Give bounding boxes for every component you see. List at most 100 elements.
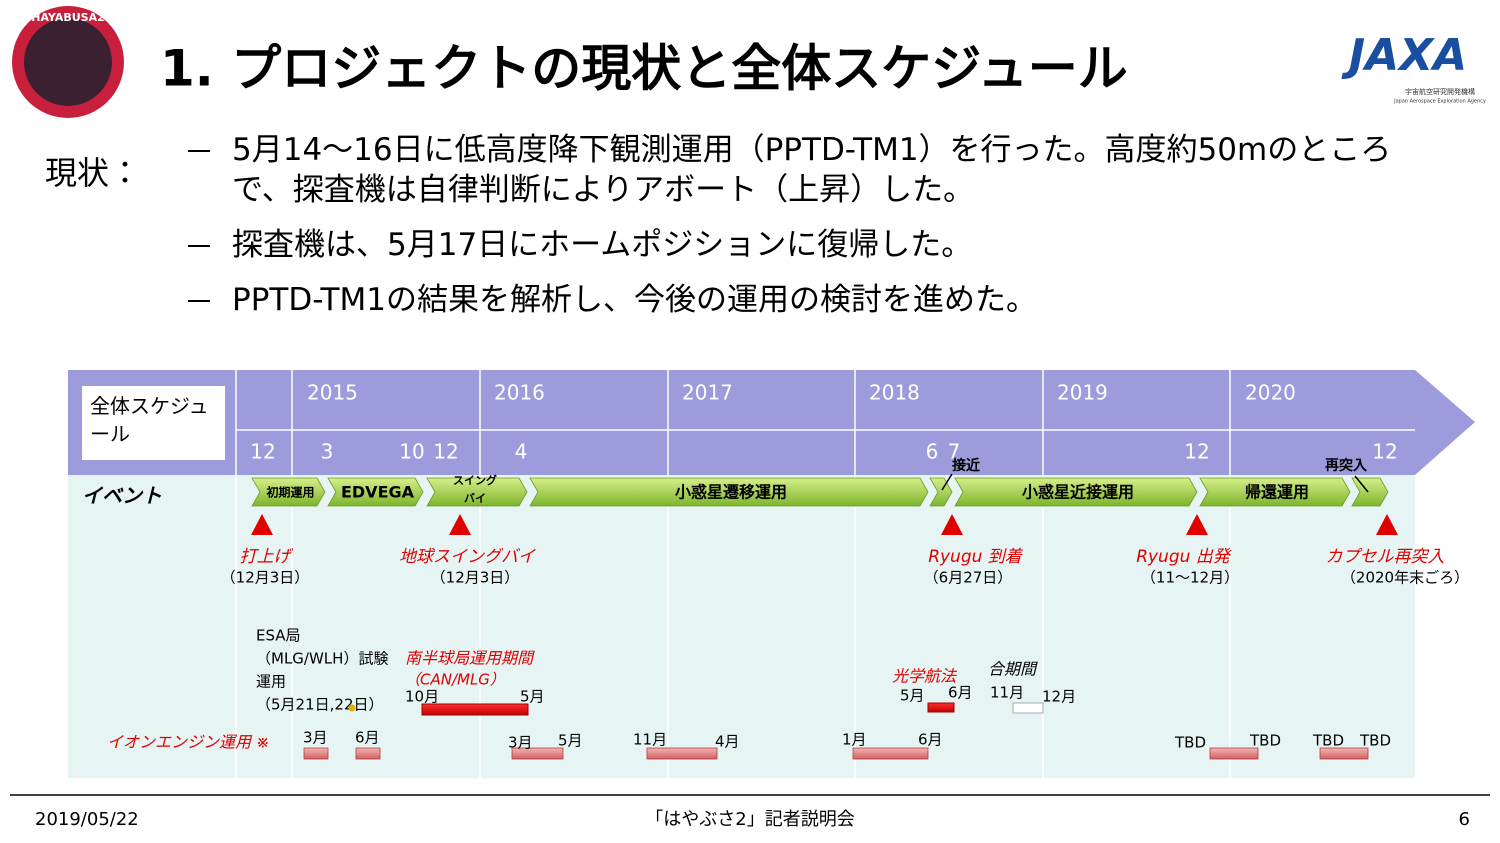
milestone-date: （12月3日） <box>221 569 310 587</box>
footer-date: 2019/05/22 <box>35 809 139 830</box>
phase-arrow <box>529 477 929 507</box>
schedule-label-wrap: 全体スケジュール <box>90 394 209 446</box>
optical-bar <box>927 702 955 713</box>
southern-end: 5月 <box>520 688 545 706</box>
ion-end: TBD <box>1249 732 1281 750</box>
conjunction-start: 11月 <box>990 684 1024 702</box>
ion-bar <box>1209 747 1259 760</box>
ion-end: 5月 <box>558 732 583 750</box>
bullet-text: 5月14～16日に低高度降下観測運用（PPTD-TM1）を行った。高度約50mの… <box>232 132 1392 208</box>
esa-note: （MLG/WLH）試験 <box>256 650 388 668</box>
southern-start: 10月 <box>405 688 439 706</box>
status-bullet: PPTD-TM1の結果を解析し、今後の運用の検討を進めた。 <box>188 280 1432 320</box>
optical-end: 6月 <box>948 684 973 702</box>
conjunction-name: 合期間 <box>988 660 1038 679</box>
month-label: 4 <box>515 440 528 464</box>
phase-label: 帰還運用 <box>1245 483 1309 502</box>
milestone-date: （12月3日） <box>431 569 520 587</box>
timeline: 2015 2016 2017 2018 2019 2020 12 3 10 12 4 6 7 12 12 初期… <box>107 370 1469 778</box>
year-label: 2018 <box>869 381 920 405</box>
phase-label: バイ <box>464 492 486 505</box>
phase-label: 小惑星遷移運用 <box>675 483 787 502</box>
milestone-date: （6月27日） <box>924 569 1013 587</box>
milestone-name: Ryugu 出発 <box>1136 547 1232 567</box>
status-bullets: 5月14～16日に低高度降下観測運用（PPTD-TM1）を行った。高度約50mの… <box>188 130 1432 335</box>
month-label: 12 <box>1372 440 1397 464</box>
milestone-name: 打上げ <box>240 547 294 567</box>
phase-label: 初期運用 <box>265 485 314 500</box>
ion-bar <box>646 747 718 760</box>
milestone-marker <box>1186 514 1208 535</box>
annotation: 再突入 <box>1325 457 1367 474</box>
phase-label: スイング <box>453 473 497 487</box>
ion-bar <box>303 747 329 760</box>
ion-start: 1月 <box>842 731 867 749</box>
timeline-header <box>68 370 1475 475</box>
ion-start: 6月 <box>355 729 380 747</box>
bullet-dash <box>188 245 210 247</box>
agency-logo: JAXA <box>1341 30 1467 81</box>
esa-note: ESA局 <box>256 627 301 645</box>
esa-note: 運用 <box>256 673 286 691</box>
phase-label: EDVEGA <box>341 483 415 502</box>
annotation-line <box>1354 475 1369 493</box>
phase-arrow <box>929 477 953 507</box>
milestone-name: カプセル再突入 <box>1326 547 1445 567</box>
phase-arrow <box>426 477 528 507</box>
status-label: 現状： <box>45 154 142 192</box>
ion-bar <box>852 747 929 760</box>
southern-bar <box>421 703 529 716</box>
esa-dot <box>348 704 356 712</box>
agency-name-en: Japan Aerospace Exploration Agency <box>1393 99 1486 105</box>
phase-label: 小惑星近接運用 <box>1022 483 1134 502</box>
optical-name: 光学航法 <box>892 667 958 686</box>
month-label: 3 <box>321 440 334 464</box>
ion-start: TBD <box>1174 734 1206 752</box>
ion-end: 4月 <box>715 733 740 751</box>
ion-bar <box>511 747 564 760</box>
bullet-text: PPTD-TM1の結果を解析し、今後の運用の検討を進めた。 <box>232 282 1037 318</box>
milestone-date: （11～12月） <box>1141 569 1239 587</box>
milestone-name: 地球スイングバイ <box>399 547 536 567</box>
ion-start: 3月 <box>508 734 533 752</box>
bullet-dash <box>188 300 210 302</box>
month-label: 10 <box>399 440 424 464</box>
status-bullet: 5月14～16日に低高度降下観測運用（PPTD-TM1）を行った。高度約50mの… <box>188 130 1432 210</box>
year-label: 2017 <box>682 381 733 405</box>
mission-logo-inner <box>24 18 112 106</box>
bullet-dash <box>188 150 210 152</box>
status-bullet: 探査機は、5月17日にホームポジションに復帰した。 <box>188 225 1432 265</box>
phase-arrow <box>327 477 424 507</box>
month-label: 12 <box>250 440 275 464</box>
annotation-line <box>941 473 953 491</box>
events-label: イベント <box>82 484 162 508</box>
milestone-name: Ryugu 到着 <box>928 547 1024 567</box>
ion-bar <box>355 747 381 760</box>
milestone-marker <box>1376 514 1398 535</box>
title: 1. プロジェクトの現状と全体スケジュール <box>160 40 1128 98</box>
ion-start: TBD <box>1312 732 1344 750</box>
conjunction-end: 12月 <box>1042 688 1076 706</box>
phase-arrow <box>1199 477 1351 507</box>
bullet-text: 探査機は、5月17日にホームポジションに復帰した。 <box>232 227 973 263</box>
month-label: 12 <box>433 440 458 464</box>
optical-start: 5月 <box>900 687 925 705</box>
ion-start: 11月 <box>633 731 667 749</box>
footer-page: 6 <box>1459 809 1470 830</box>
month-label: 6 <box>926 440 939 464</box>
year-label: 2020 <box>1245 381 1296 405</box>
ion-end: 6月 <box>918 731 943 749</box>
agency-name-ja: 宇宙航空研究開発機構 <box>1405 87 1475 96</box>
ion-label: イオンエンジン運用 ※ <box>107 733 270 752</box>
year-label: 2015 <box>307 381 358 405</box>
phase-arrow <box>251 477 326 507</box>
year-label: 2016 <box>494 381 545 405</box>
footer-event: 「はやぶさ2」記者説明会 <box>645 809 854 830</box>
milestone-marker <box>941 514 963 535</box>
milestone-marker <box>449 514 471 535</box>
ion-end: TBD <box>1359 732 1391 750</box>
schedule-label: 全体スケジュール <box>90 394 209 446</box>
esa-note: （5月21日,22日） <box>256 696 384 714</box>
